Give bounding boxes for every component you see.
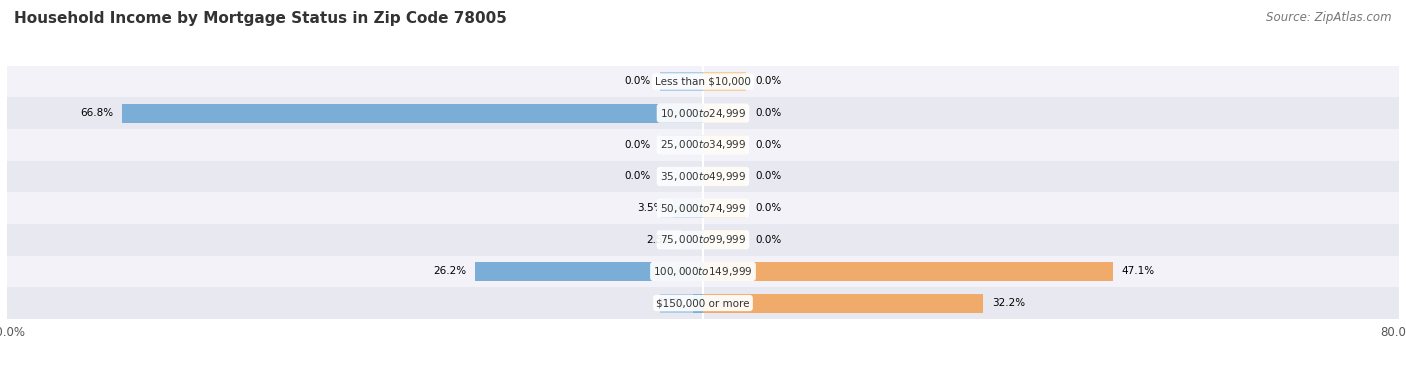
- Bar: [703, 135, 747, 154]
- Text: Household Income by Mortgage Status in Zip Code 78005: Household Income by Mortgage Status in Z…: [14, 11, 508, 26]
- Bar: [659, 262, 703, 281]
- Bar: [659, 104, 703, 123]
- Text: 3.5%: 3.5%: [637, 203, 664, 213]
- Text: 0.0%: 0.0%: [755, 203, 782, 213]
- Bar: [703, 167, 747, 186]
- Text: $10,000 to $24,999: $10,000 to $24,999: [659, 107, 747, 120]
- Text: $50,000 to $74,999: $50,000 to $74,999: [659, 202, 747, 215]
- Bar: [7, 129, 1399, 161]
- Text: 0.0%: 0.0%: [624, 172, 651, 181]
- Bar: [7, 287, 1399, 319]
- Bar: [703, 199, 747, 218]
- Text: 0.0%: 0.0%: [624, 140, 651, 150]
- Bar: [703, 72, 747, 91]
- Bar: [475, 262, 703, 281]
- Text: 32.2%: 32.2%: [991, 298, 1025, 308]
- Text: 26.2%: 26.2%: [433, 267, 467, 276]
- Text: Source: ZipAtlas.com: Source: ZipAtlas.com: [1267, 11, 1392, 24]
- Bar: [7, 161, 1399, 192]
- Bar: [693, 294, 703, 313]
- Text: Less than $10,000: Less than $10,000: [655, 77, 751, 86]
- Text: $35,000 to $49,999: $35,000 to $49,999: [659, 170, 747, 183]
- Text: $75,000 to $99,999: $75,000 to $99,999: [659, 233, 747, 246]
- Bar: [682, 230, 703, 249]
- Text: 1.1%: 1.1%: [658, 298, 685, 308]
- Text: 2.5%: 2.5%: [645, 235, 672, 245]
- Bar: [703, 104, 747, 123]
- Bar: [122, 104, 703, 123]
- Bar: [659, 135, 703, 154]
- Bar: [7, 192, 1399, 224]
- Bar: [703, 294, 983, 313]
- Bar: [659, 294, 703, 313]
- Text: 66.8%: 66.8%: [80, 108, 112, 118]
- Text: 0.0%: 0.0%: [755, 140, 782, 150]
- Text: 0.0%: 0.0%: [624, 77, 651, 86]
- Bar: [7, 97, 1399, 129]
- Bar: [659, 167, 703, 186]
- Bar: [659, 199, 703, 218]
- Bar: [659, 72, 703, 91]
- Text: 0.0%: 0.0%: [755, 235, 782, 245]
- Bar: [703, 230, 747, 249]
- Bar: [703, 294, 747, 313]
- Bar: [7, 224, 1399, 256]
- Text: 0.0%: 0.0%: [755, 108, 782, 118]
- Bar: [672, 199, 703, 218]
- Text: $150,000 or more: $150,000 or more: [657, 298, 749, 308]
- Bar: [7, 66, 1399, 97]
- Text: 47.1%: 47.1%: [1122, 267, 1154, 276]
- Bar: [659, 230, 703, 249]
- Bar: [703, 262, 747, 281]
- Bar: [7, 256, 1399, 287]
- Text: $25,000 to $34,999: $25,000 to $34,999: [659, 138, 747, 151]
- Bar: [703, 262, 1112, 281]
- Text: 0.0%: 0.0%: [755, 172, 782, 181]
- Text: $100,000 to $149,999: $100,000 to $149,999: [654, 265, 752, 278]
- Text: 0.0%: 0.0%: [755, 77, 782, 86]
